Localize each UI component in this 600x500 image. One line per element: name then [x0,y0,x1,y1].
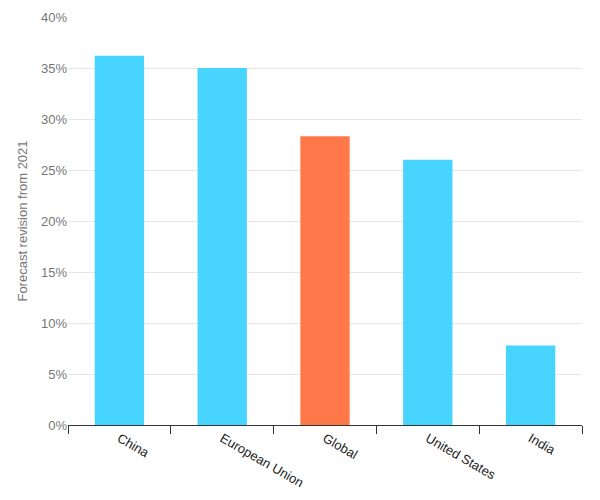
svg-text:20%: 20% [41,214,67,229]
svg-text:10%: 10% [41,316,67,331]
svg-text:0%: 0% [48,418,67,433]
svg-text:Global: Global [320,430,360,462]
svg-text:15%: 15% [41,265,67,280]
svg-text:India: India [526,430,559,457]
svg-text:35%: 35% [41,61,67,76]
svg-text:25%: 25% [41,163,67,178]
svg-text:Forecast revision from 2021: Forecast revision from 2021 [15,140,30,301]
svg-text:40%: 40% [41,10,67,25]
svg-text:China: China [115,430,153,460]
svg-text:United States: United States [423,430,499,482]
svg-text:30%: 30% [41,112,67,127]
svg-text:European Union: European Union [217,430,306,490]
svg-text:5%: 5% [48,367,67,382]
